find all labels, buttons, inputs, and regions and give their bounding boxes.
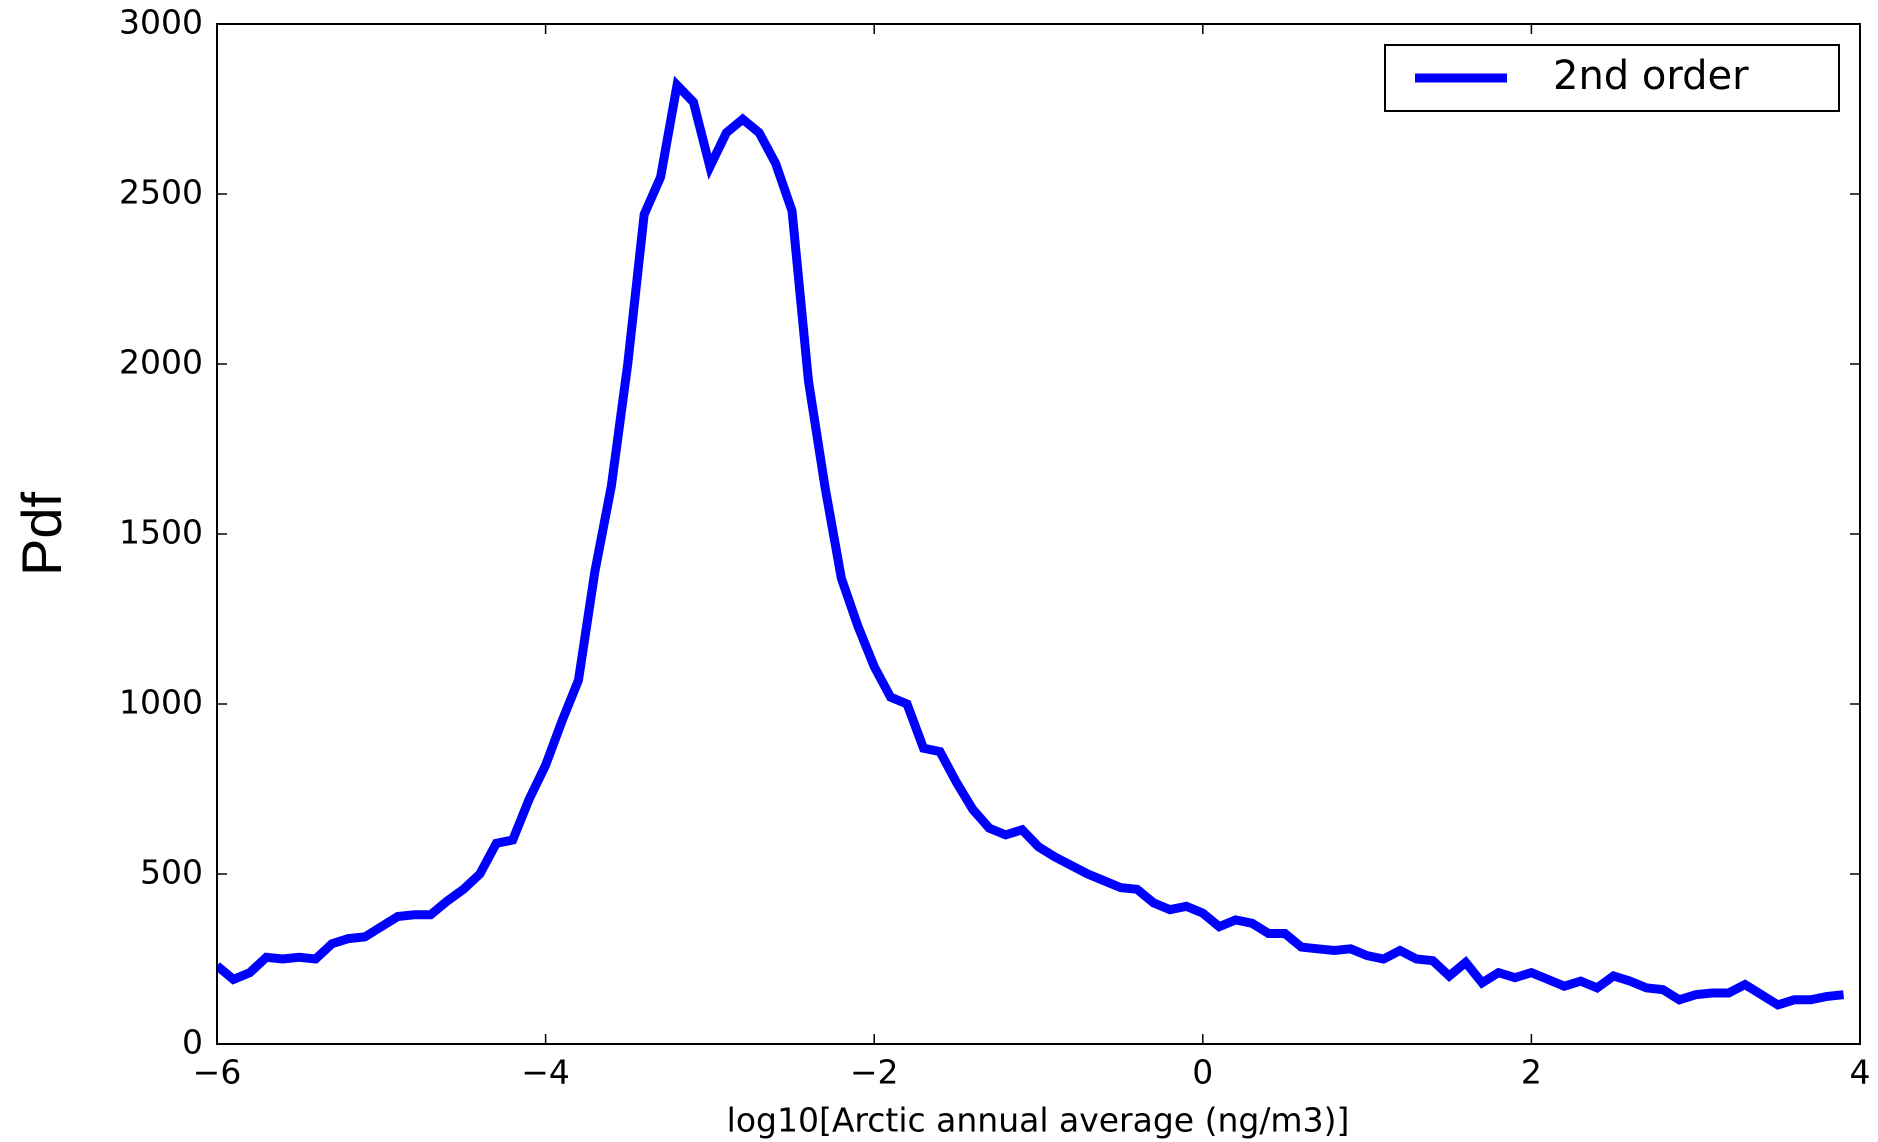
legend-label: 2nd order — [1553, 53, 1749, 99]
y-tick-label: 1500 — [119, 513, 203, 552]
plot-frame — [216, 23, 1861, 1045]
x-tick-label: −2 — [850, 1053, 899, 1092]
y-tick-label: 0 — [182, 1023, 203, 1062]
y-tick-label: 3000 — [119, 3, 203, 42]
x-tick-label: 2 — [1521, 1053, 1542, 1092]
x-tick-label: 4 — [1850, 1053, 1871, 1092]
y-axis-label: Pdf — [10, 492, 73, 576]
x-tick-label: 0 — [1192, 1053, 1213, 1092]
y-tick-label: 2500 — [119, 173, 203, 212]
y-tick-label: 2000 — [119, 343, 203, 382]
x-tick-label: −4 — [521, 1053, 570, 1092]
x-axis-label: log10[Arctic annual average (ng/m3)] — [727, 1101, 1350, 1140]
y-tick-label: 1000 — [119, 683, 203, 722]
y-tick-label: 500 — [140, 853, 203, 892]
data-line — [217, 75, 1845, 1010]
x-tick-label: −6 — [193, 1053, 242, 1092]
